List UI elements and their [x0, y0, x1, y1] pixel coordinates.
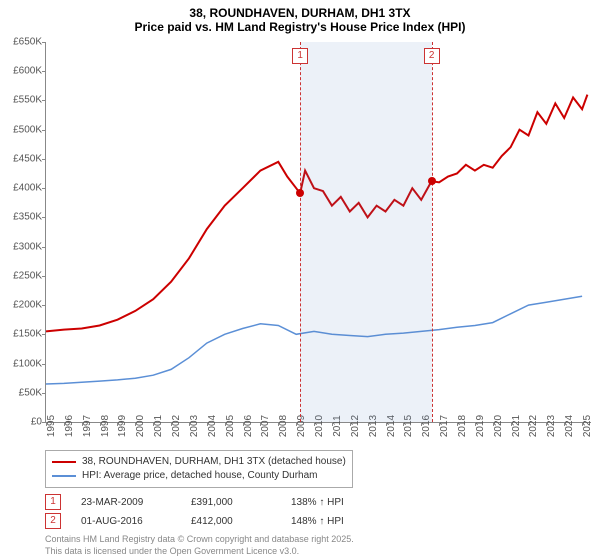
marker-dot: [428, 177, 436, 185]
title-subtitle: Price paid vs. HM Land Registry's House …: [0, 20, 600, 34]
data-pct-1: 138% ↑ HPI: [291, 497, 344, 508]
legend-label-price: 38, ROUNDHAVEN, DURHAM, DH1 3TX (detache…: [82, 455, 346, 469]
x-tick-label: 2023: [546, 415, 557, 437]
x-tick-label: 2003: [189, 415, 200, 437]
x-tick-label: 1995: [46, 415, 57, 437]
data-row-2: 2 01-AUG-2016 £412,000 148% ↑ HPI: [45, 513, 590, 529]
y-tick-label: £400K: [13, 183, 42, 194]
x-tick-label: 1999: [117, 415, 128, 437]
y-tick-label: £350K: [13, 212, 42, 223]
footer-line2: This data is licensed under the Open Gov…: [45, 545, 590, 557]
data-price-2: £412,000: [191, 516, 271, 527]
legend-block: 38, ROUNDHAVEN, DURHAM, DH1 3TX (detache…: [45, 450, 590, 557]
y-tick-label: £150K: [13, 329, 42, 340]
title-address: 38, ROUNDHAVEN, DURHAM, DH1 3TX: [0, 6, 600, 20]
x-tick-label: 2017: [439, 415, 450, 437]
y-tick-label: £200K: [13, 300, 42, 311]
x-tick-label: 1996: [64, 415, 75, 437]
chart-plot-area: £0£50K£100K£150K£200K£250K£300K£350K£400…: [45, 42, 591, 423]
x-tick-label: 2019: [475, 415, 486, 437]
data-date-2: 01-AUG-2016: [81, 516, 171, 527]
marker-box-1: 1: [45, 494, 61, 510]
title-block: 38, ROUNDHAVEN, DURHAM, DH1 3TX Price pa…: [0, 0, 600, 34]
data-date-1: 23-MAR-2009: [81, 497, 171, 508]
x-tick-label: 2007: [260, 415, 271, 437]
x-tick-label: 1997: [82, 415, 93, 437]
data-rows: 1 23-MAR-2009 £391,000 138% ↑ HPI 2 01-A…: [45, 494, 590, 529]
legend-series-price: 38, ROUNDHAVEN, DURHAM, DH1 3TX (detache…: [52, 455, 346, 469]
shade-band: [300, 42, 432, 422]
marker-vline: [432, 42, 433, 422]
x-tick-label: 2006: [243, 415, 254, 437]
y-tick-label: £500K: [13, 124, 42, 135]
marker-label-box: 2: [424, 48, 440, 64]
x-tick-label: 2005: [225, 415, 236, 437]
y-tick-label: £250K: [13, 270, 42, 281]
legend-label-hpi: HPI: Average price, detached house, Coun…: [82, 469, 318, 483]
marker-box-2: 2: [45, 513, 61, 529]
y-tick-label: £50K: [19, 387, 42, 398]
y-tick-label: £450K: [13, 153, 42, 164]
data-row-1: 1 23-MAR-2009 £391,000 138% ↑ HPI: [45, 494, 590, 510]
footer-line1: Contains HM Land Registry data © Crown c…: [45, 533, 590, 545]
marker-dot: [296, 189, 304, 197]
x-tick-label: 2008: [278, 415, 289, 437]
legend-swatch-price: [52, 461, 76, 463]
marker-label-box: 1: [292, 48, 308, 64]
x-tick-label: 2020: [493, 415, 504, 437]
x-tick-label: 2002: [171, 415, 182, 437]
footer: Contains HM Land Registry data © Crown c…: [45, 533, 590, 557]
data-price-1: £391,000: [191, 497, 271, 508]
x-tick-label: 2000: [135, 415, 146, 437]
legend-swatch-hpi: [52, 475, 76, 477]
marker-vline: [300, 42, 301, 422]
x-tick-label: 2021: [511, 415, 522, 437]
x-tick-label: 2025: [582, 415, 593, 437]
x-tick-label: 2004: [207, 415, 218, 437]
y-tick-label: £0: [31, 417, 42, 428]
y-tick-label: £650K: [13, 37, 42, 48]
y-tick-label: £550K: [13, 95, 42, 106]
x-tick-label: 2024: [564, 415, 575, 437]
chart-container: 38, ROUNDHAVEN, DURHAM, DH1 3TX Price pa…: [0, 0, 600, 560]
x-tick-label: 2022: [528, 415, 539, 437]
y-tick-label: £600K: [13, 66, 42, 77]
x-tick-label: 2018: [457, 415, 468, 437]
y-tick-label: £300K: [13, 241, 42, 252]
legend-box: 38, ROUNDHAVEN, DURHAM, DH1 3TX (detache…: [45, 450, 353, 488]
x-tick-label: 1998: [100, 415, 111, 437]
legend-series-hpi: HPI: Average price, detached house, Coun…: [52, 469, 346, 483]
y-tick-label: £100K: [13, 358, 42, 369]
x-tick-label: 2001: [153, 415, 164, 437]
data-pct-2: 148% ↑ HPI: [291, 516, 344, 527]
